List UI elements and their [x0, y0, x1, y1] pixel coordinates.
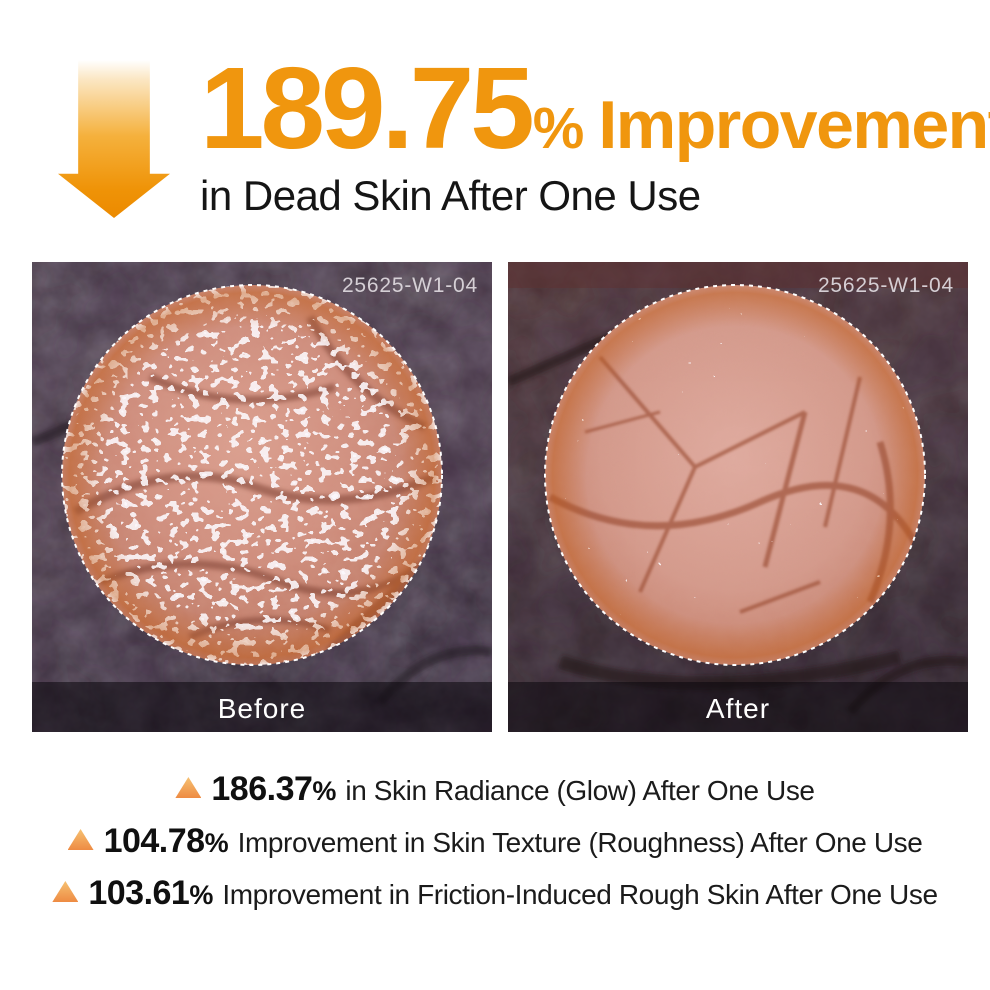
before-watermark: 25625-W1-04	[341, 274, 478, 297]
stat-value: 186.37	[211, 770, 313, 808]
headline-suffix: Improvement	[598, 87, 990, 163]
before-photo	[32, 262, 492, 732]
stat-value: 104.78	[103, 822, 206, 860]
hero-text: 189.75 % Improvement in Dead Skin After …	[200, 50, 990, 220]
stat-text: Improvement in Friction-Induced Rough Sk…	[222, 879, 938, 910]
after-highlight-circle	[544, 284, 926, 666]
after-label: After	[705, 693, 771, 724]
comparison-photos	[32, 262, 968, 732]
stat-text: in Skin Radiance (Glow) After One Use	[345, 775, 815, 806]
stat-row-friction: 103.61 % Improvement in Friction-Induced…	[52, 874, 938, 913]
hero-section: 189.75 % Improvement in Dead Skin After …	[0, 50, 990, 220]
stat-row-radiance: 186.37 % in Skin Radiance (Glow) After O…	[175, 770, 815, 809]
before-highlight-circle	[61, 284, 443, 666]
headline-value: 189.75	[200, 43, 535, 173]
down-arrow-icon	[58, 60, 170, 218]
stat-percent-sign: %	[312, 776, 337, 806]
up-triangle-icon	[52, 881, 79, 902]
stat-text: Improvement in Skin Texture (Roughness) …	[237, 827, 923, 858]
headline: 189.75 % Improvement	[200, 50, 990, 166]
after-label-band	[508, 682, 968, 732]
stat-percent-sign: %	[189, 880, 214, 910]
stat-row-texture: 104.78 % Improvement in Skin Texture (Ro…	[67, 822, 923, 861]
stat-value: 103.61	[88, 874, 190, 912]
before-label: Before	[217, 693, 307, 724]
up-triangle-icon	[175, 777, 202, 798]
headline-subtitle: in Dead Skin After One Use	[200, 172, 701, 219]
after-photo	[508, 262, 968, 732]
headline-percent-sign: %	[532, 96, 585, 161]
stats-list: 186.37 % in Skin Radiance (Glow) After O…	[0, 770, 990, 913]
after-watermark: 25625-W1-04	[817, 274, 954, 297]
before-label-band	[32, 682, 492, 732]
stat-percent-sign: %	[204, 828, 229, 858]
up-triangle-icon	[67, 829, 94, 850]
before-after-comparison: 25625-W1-04 25625-W1-04 Before After	[0, 262, 990, 732]
